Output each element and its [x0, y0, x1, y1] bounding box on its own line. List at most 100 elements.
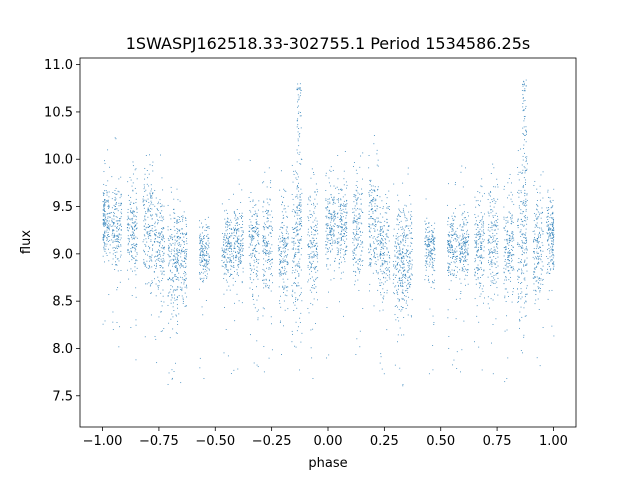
- data-point: [398, 285, 399, 287]
- data-point: [506, 240, 508, 242]
- data-point: [162, 254, 164, 256]
- data-point: [253, 230, 255, 232]
- data-point: [284, 237, 286, 239]
- data-point: [361, 223, 363, 225]
- data-point: [151, 280, 153, 282]
- data-point: [119, 219, 121, 221]
- data-point: [462, 238, 464, 240]
- data-point: [236, 233, 237, 235]
- data-point: [407, 291, 409, 293]
- data-point: [389, 271, 390, 273]
- data-point: [116, 245, 118, 247]
- data-point: [249, 230, 251, 232]
- data-point: [494, 293, 495, 295]
- data-point: [316, 229, 318, 231]
- data-point: [312, 328, 314, 330]
- data-point: [407, 261, 409, 263]
- data-point: [155, 251, 157, 253]
- data-point: [313, 284, 315, 286]
- data-point: [462, 229, 464, 231]
- data-point: [265, 279, 267, 281]
- data-point: [131, 295, 133, 297]
- data-point: [355, 234, 357, 236]
- data-point: [402, 385, 404, 387]
- data-point: [103, 221, 105, 223]
- data-point: [299, 266, 301, 268]
- data-point: [184, 217, 186, 219]
- data-point: [479, 256, 481, 258]
- data-point: [255, 204, 257, 206]
- data-point: [510, 276, 511, 278]
- data-point: [354, 237, 356, 239]
- data-point: [268, 225, 270, 227]
- data-point: [503, 267, 505, 269]
- data-point: [102, 215, 104, 217]
- data-point: [330, 279, 332, 281]
- data-point: [174, 242, 176, 244]
- data-point: [231, 244, 233, 246]
- data-point: [180, 233, 181, 235]
- data-point: [248, 235, 250, 237]
- data-point: [346, 238, 348, 240]
- data-point: [335, 242, 337, 244]
- data-point: [270, 316, 272, 318]
- data-point: [387, 268, 389, 270]
- data-point: [236, 230, 238, 232]
- data-point: [427, 240, 429, 242]
- data-point: [369, 217, 371, 219]
- data-point: [376, 236, 378, 238]
- data-point: [369, 262, 371, 264]
- data-point: [132, 211, 134, 213]
- data-point: [505, 277, 507, 279]
- data-point: [268, 240, 269, 242]
- data-point: [433, 282, 435, 284]
- data-point: [330, 217, 332, 219]
- data-point: [295, 346, 297, 348]
- data-point: [283, 217, 285, 219]
- data-point: [477, 227, 479, 229]
- data-point: [240, 202, 242, 203]
- data-point: [507, 256, 509, 258]
- data-point: [229, 258, 231, 260]
- data-point: [490, 191, 491, 192]
- data-point: [207, 248, 209, 250]
- data-point: [225, 223, 227, 225]
- data-point: [226, 212, 228, 214]
- data-point: [295, 235, 297, 237]
- data-point: [459, 278, 461, 280]
- data-point: [185, 251, 187, 253]
- data-point: [168, 255, 170, 257]
- data-point: [452, 258, 453, 259]
- data-point: [116, 238, 118, 240]
- data-point: [387, 274, 389, 276]
- data-point: [102, 201, 104, 203]
- data-point: [105, 248, 107, 250]
- data-point: [283, 256, 285, 258]
- data-point: [327, 225, 329, 226]
- data-point: [284, 268, 286, 270]
- data-point: [296, 285, 298, 287]
- data-point: [149, 230, 151, 232]
- data-point: [466, 222, 468, 224]
- data-point: [240, 260, 242, 262]
- data-point: [121, 208, 122, 210]
- data-point: [356, 219, 358, 221]
- data-point: [512, 194, 513, 196]
- data-point: [466, 233, 468, 235]
- data-point: [410, 203, 412, 205]
- data-point: [317, 254, 319, 256]
- data-point: [281, 274, 282, 276]
- data-point: [331, 236, 333, 238]
- data-point: [307, 266, 309, 268]
- data-point: [380, 243, 382, 245]
- data-point: [241, 227, 243, 228]
- data-point: [343, 205, 345, 207]
- data-point: [449, 240, 451, 242]
- data-point: [453, 223, 454, 225]
- data-point: [483, 223, 485, 225]
- data-point: [487, 276, 489, 278]
- data-point: [136, 216, 138, 218]
- data-point: [356, 230, 358, 232]
- data-point: [392, 261, 394, 262]
- data-point: [396, 291, 398, 293]
